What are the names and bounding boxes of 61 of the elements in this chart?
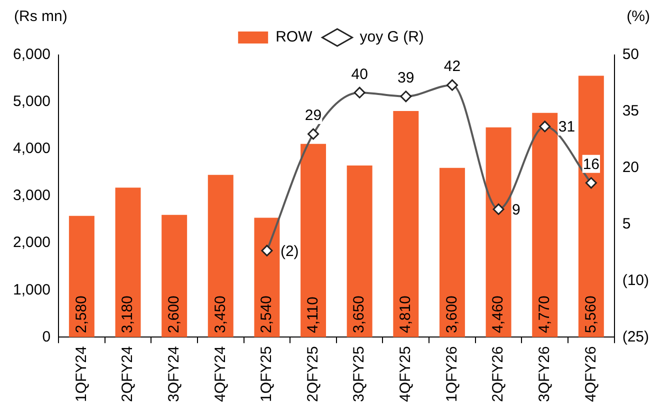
x-tick-label: 4QFY26 [582, 346, 600, 402]
y2-tick-label: 50 [622, 46, 640, 64]
legend-label: yoy G (R) [360, 28, 424, 46]
data-label: 3,650 [350, 296, 368, 334]
bar [208, 174, 234, 338]
bar [439, 168, 465, 338]
y-tick-label: 4,000 [12, 140, 51, 158]
data-label: 2,600 [165, 296, 182, 334]
x-tick-label: 2QFY26 [490, 346, 507, 402]
x-tick-label: 4QFY24 [212, 346, 229, 402]
x-tick-label: 2QFY24 [119, 346, 136, 402]
bar [162, 214, 188, 338]
y2-tick-label: (10) [622, 272, 650, 289]
y2-axis-title: (%) [626, 8, 650, 26]
x-tick-label: 4QFY25 [397, 346, 414, 402]
y-tick-label: 5,000 [12, 93, 51, 110]
y-tick-label: 6,000 [12, 46, 51, 64]
bar [486, 127, 512, 338]
x-tick-label: 3QFY26 [536, 346, 553, 402]
data-label: (2) [280, 242, 299, 260]
x-tick-label: 3QFY25 [350, 346, 368, 402]
y-axis-title: (Rs mn) [14, 8, 68, 26]
data-label: 39 [398, 70, 414, 87]
y-tick-label: 3,000 [12, 187, 51, 204]
data-label: 4,770 [536, 296, 553, 334]
x-tick-label: 1QFY24 [72, 346, 90, 402]
data-label: 9 [512, 201, 520, 218]
data-label: 4,810 [397, 296, 414, 334]
bar [115, 188, 141, 338]
x-tick-label: 1QFY25 [258, 346, 276, 402]
data-label: 42 [444, 58, 461, 76]
x-tick-label: 1QFY26 [443, 346, 460, 402]
bar [300, 144, 326, 338]
y2-tick-label: (25) [622, 328, 650, 346]
data-label: 3,450 [212, 296, 229, 334]
bar [578, 76, 604, 338]
y2-tick-label: 35 [622, 102, 640, 120]
y-tick-label: 0 [42, 328, 51, 346]
data-label: 16 [582, 156, 600, 174]
data-label: 2,580 [72, 296, 90, 334]
data-label: 40 [351, 66, 368, 83]
y-tick-label: 1,000 [12, 281, 51, 298]
data-label: 2,540 [258, 296, 276, 334]
bar [254, 218, 280, 338]
bar [68, 216, 94, 338]
x-tick-label: 3QFY24 [165, 346, 182, 402]
data-label: 31 [558, 118, 576, 136]
data-label: 29 [304, 107, 322, 124]
bar [346, 166, 372, 338]
x-tick-label: 2QFY25 [304, 346, 322, 402]
bar [532, 112, 558, 338]
data-label: 5,560 [582, 296, 600, 334]
legend-label: ROW [276, 28, 314, 46]
data-label: 3,600 [443, 296, 460, 334]
y-tick-label: 2,000 [12, 234, 51, 252]
data-label: 4,110 [304, 296, 322, 334]
bar [393, 110, 419, 338]
y2-tick-label: 5 [622, 215, 631, 232]
data-label: 4,460 [490, 296, 507, 334]
y2-tick-label: 20 [622, 158, 640, 176]
data-label: 3,180 [119, 296, 136, 334]
